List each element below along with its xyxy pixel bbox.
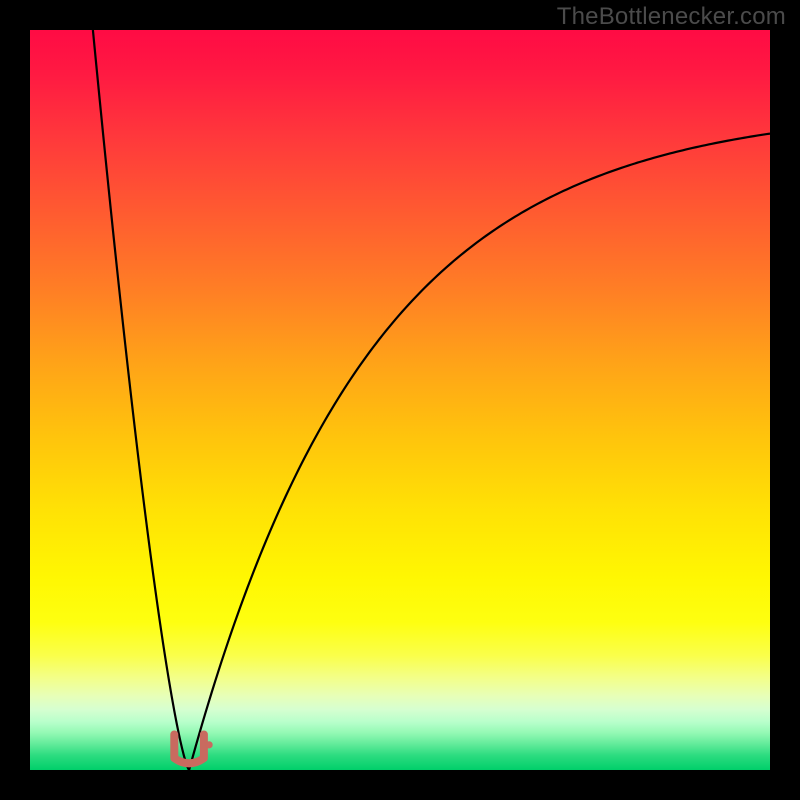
valley-dot-marker — [205, 741, 212, 748]
bottleneck-curve — [93, 30, 770, 770]
valley-u-marker — [174, 734, 204, 763]
plot-area — [30, 30, 770, 770]
curve-layer — [30, 30, 770, 770]
watermark-text: TheBottlenecker.com — [557, 3, 786, 31]
